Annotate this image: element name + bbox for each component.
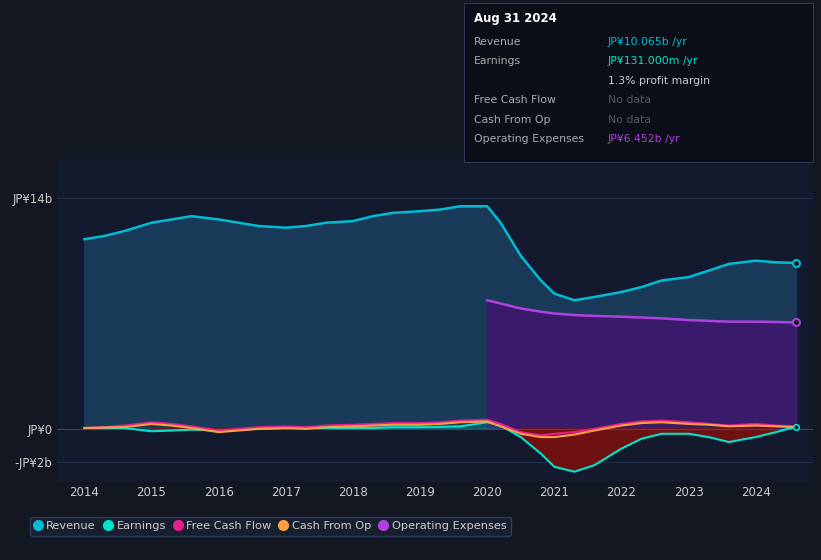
Text: JP¥6.452b /yr: JP¥6.452b /yr — [608, 134, 680, 144]
Text: Aug 31 2024: Aug 31 2024 — [474, 12, 557, 25]
Legend: Revenue, Earnings, Free Cash Flow, Cash From Op, Operating Expenses: Revenue, Earnings, Free Cash Flow, Cash … — [30, 517, 511, 536]
Text: Operating Expenses: Operating Expenses — [474, 134, 584, 144]
Text: JP¥131.000m /yr: JP¥131.000m /yr — [608, 57, 698, 67]
Text: No data: No data — [608, 95, 650, 105]
Text: JP¥10.065b /yr: JP¥10.065b /yr — [608, 37, 687, 47]
Text: No data: No data — [608, 115, 650, 125]
Text: Earnings: Earnings — [474, 57, 521, 67]
Text: Cash From Op: Cash From Op — [474, 115, 550, 125]
Text: Free Cash Flow: Free Cash Flow — [474, 95, 556, 105]
Text: 1.3% profit margin: 1.3% profit margin — [608, 76, 709, 86]
Text: Revenue: Revenue — [474, 37, 521, 47]
